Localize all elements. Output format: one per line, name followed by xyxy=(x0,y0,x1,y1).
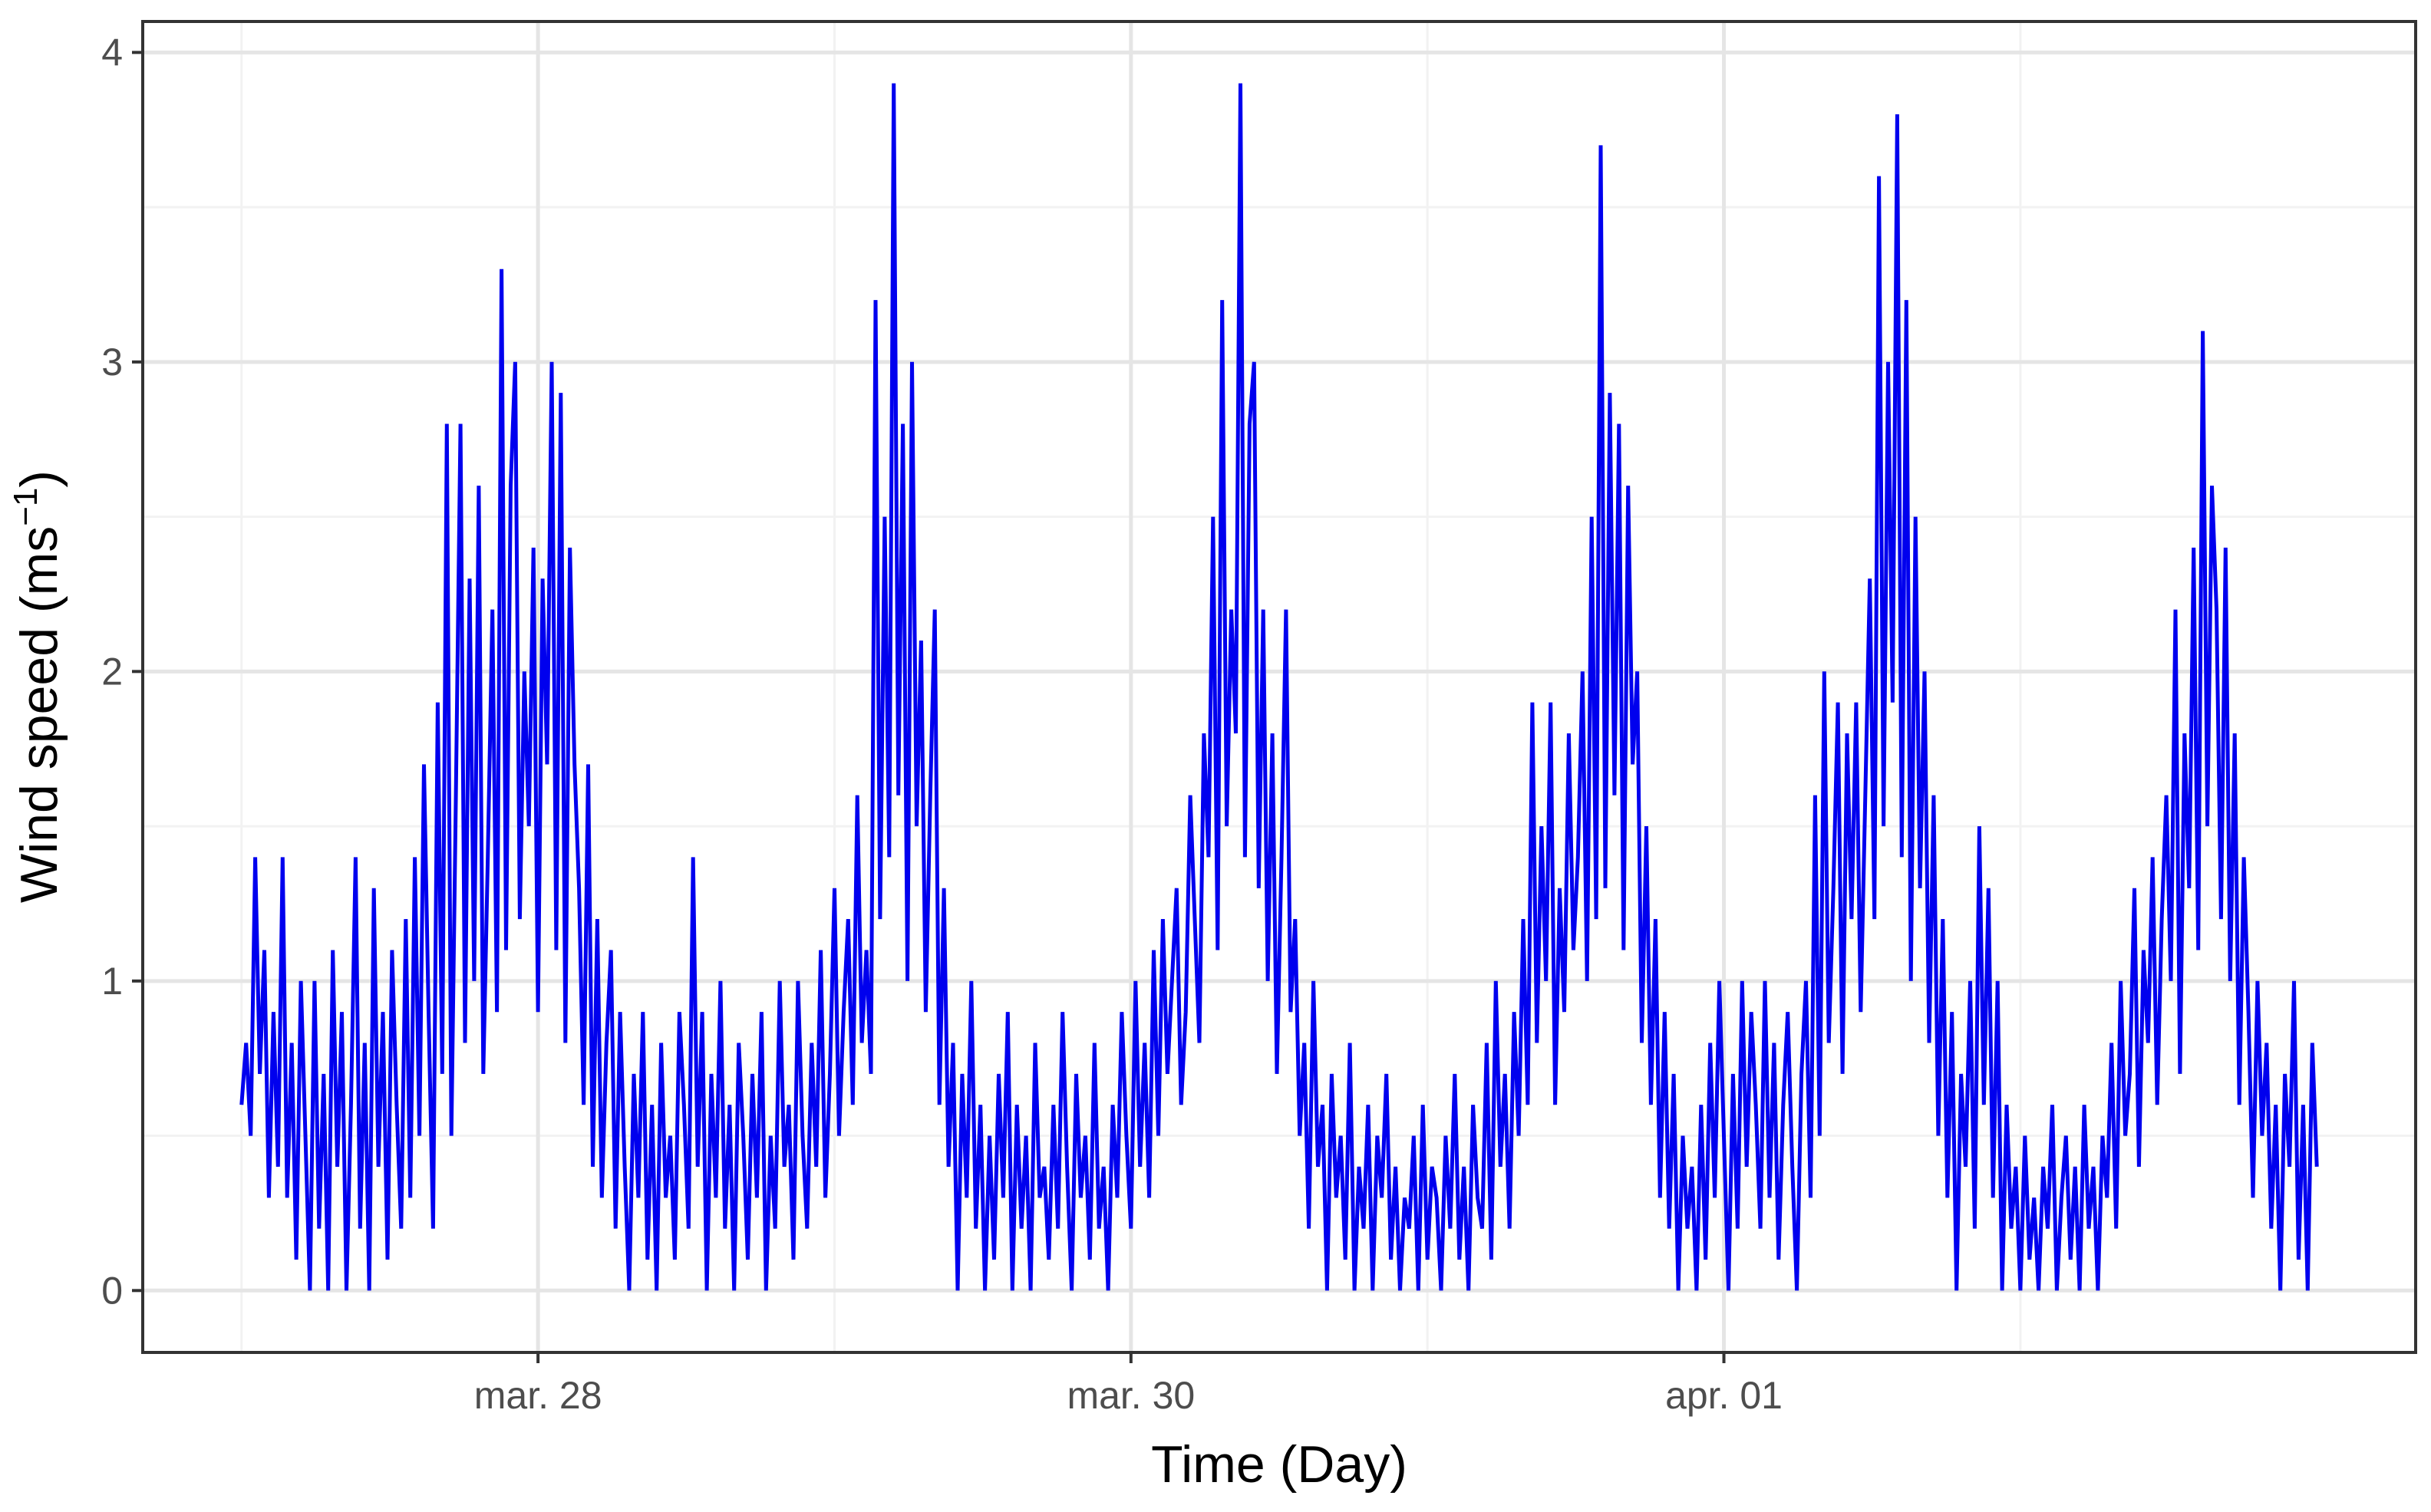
x-axis-title: Time (Day) xyxy=(1151,1435,1407,1494)
y-axis-title-close: ) xyxy=(10,470,68,488)
panel-border xyxy=(141,20,2417,1354)
y-tick-label: 0 xyxy=(101,1269,123,1312)
y-axis-title: Wind speed (ms−1) xyxy=(7,470,68,903)
series xyxy=(239,83,2319,1291)
x-tick-label: mar. 28 xyxy=(474,1374,602,1417)
x-tick-label: mar. 30 xyxy=(1067,1374,1195,1417)
y-axis-title-superscript: −1 xyxy=(7,488,45,526)
x-axis: mar. 28 mar. 30 apr. 01 xyxy=(474,1352,1783,1417)
grid xyxy=(143,21,2416,1352)
y-axis: 0 1 2 3 4 xyxy=(101,31,143,1312)
y-tick-label: 1 xyxy=(101,960,123,1003)
y-axis-title-main: Wind speed (ms xyxy=(10,526,68,903)
wind-speed-series-line xyxy=(239,83,2319,1291)
y-tick-label: 4 xyxy=(101,31,123,74)
y-tick-label: 3 xyxy=(101,341,123,384)
y-tick-label: 2 xyxy=(101,650,123,693)
x-tick-label: apr. 01 xyxy=(1665,1374,1783,1417)
